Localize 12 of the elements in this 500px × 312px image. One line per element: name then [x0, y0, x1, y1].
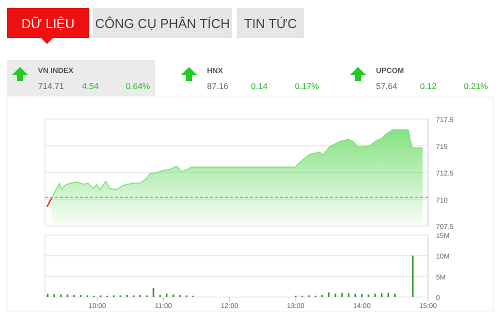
text: 0.21%	[464, 81, 488, 91]
text: 4.54	[82, 81, 99, 91]
text: 87.16	[207, 81, 229, 91]
text: 714.71	[38, 81, 64, 91]
text: 0.17%	[294, 81, 320, 91]
text: CÔNG CỤ PHÂN TÍCH	[95, 16, 230, 31]
text: DỮ LIỆU	[21, 16, 75, 31]
text: 57.64	[376, 81, 398, 91]
text: 0.64%	[126, 81, 150, 91]
text: 0.14	[251, 81, 268, 91]
text: 0.12	[420, 81, 437, 91]
text: TIN TỨC	[244, 16, 297, 31]
